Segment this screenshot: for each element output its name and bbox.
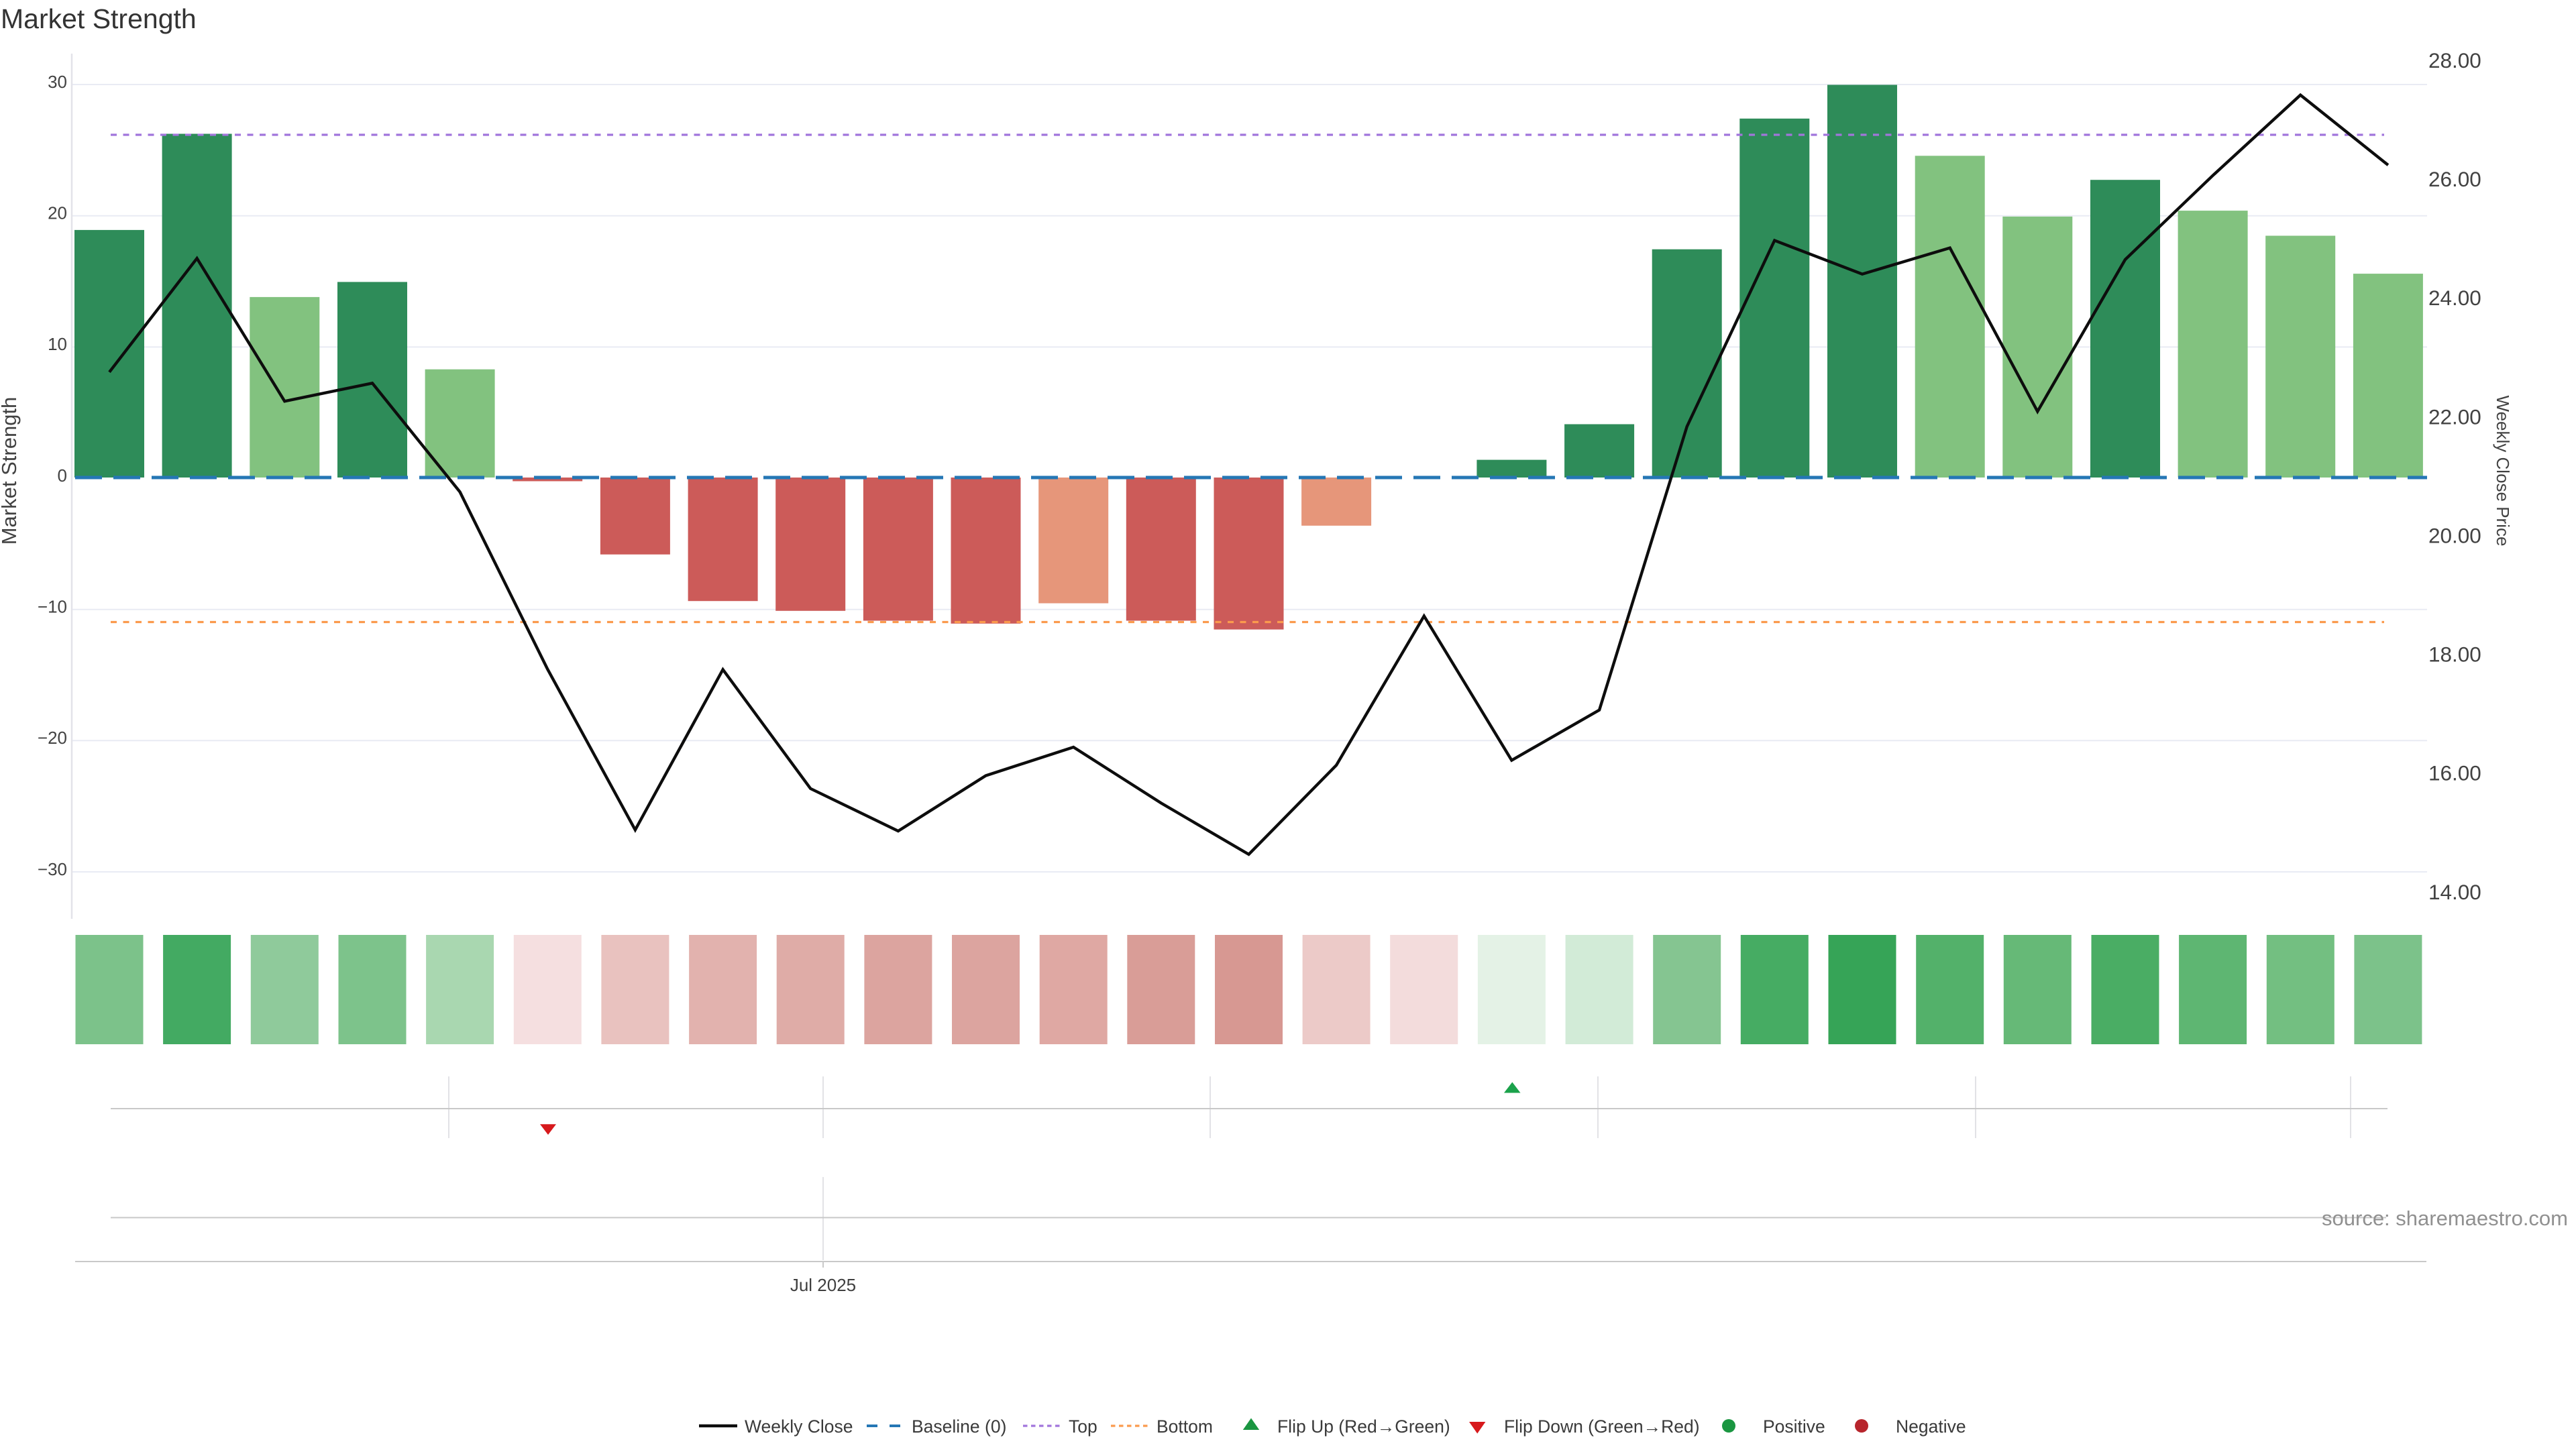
svg-text:−20: −20: [38, 728, 67, 748]
svg-text:24.00: 24.00: [2428, 286, 2481, 310]
svg-text:16.00: 16.00: [2428, 761, 2481, 785]
svg-text:0: 0: [58, 465, 67, 486]
svg-text:Flip Up (Red→Green): Flip Up (Red→Green): [1277, 1416, 1450, 1437]
svg-text:22.00: 22.00: [2428, 404, 2481, 429]
svg-text:Negative: Negative: [1896, 1416, 1966, 1437]
svg-text:Weekly Close Price: Weekly Close Price: [2493, 396, 2513, 547]
svg-text:Flip Down (Green→Red): Flip Down (Green→Red): [1504, 1416, 1700, 1437]
svg-text:Baseline (0): Baseline (0): [912, 1416, 1006, 1437]
svg-text:14.00: 14.00: [2428, 880, 2481, 904]
svg-text:source: sharemaestro.com: source: sharemaestro.com: [2322, 1207, 2568, 1230]
svg-text:20.00: 20.00: [2428, 524, 2481, 548]
svg-text:20: 20: [48, 203, 67, 223]
svg-text:Positive: Positive: [1763, 1416, 1825, 1437]
svg-text:18.00: 18.00: [2428, 643, 2481, 667]
svg-text:30: 30: [48, 72, 67, 92]
svg-text:Market Strength: Market Strength: [1, 3, 197, 34]
svg-text:−10: −10: [38, 597, 67, 617]
svg-text:Market Strength: Market Strength: [0, 397, 21, 545]
svg-text:Weekly Close: Weekly Close: [745, 1416, 853, 1437]
svg-text:Jul 2025: Jul 2025: [790, 1275, 856, 1295]
svg-text:−30: −30: [38, 859, 67, 879]
svg-text:Bottom: Bottom: [1157, 1416, 1213, 1437]
svg-text:10: 10: [48, 334, 67, 354]
svg-text:28.00: 28.00: [2428, 48, 2481, 72]
svg-text:Top: Top: [1069, 1416, 1097, 1437]
svg-text:26.00: 26.00: [2428, 167, 2481, 191]
